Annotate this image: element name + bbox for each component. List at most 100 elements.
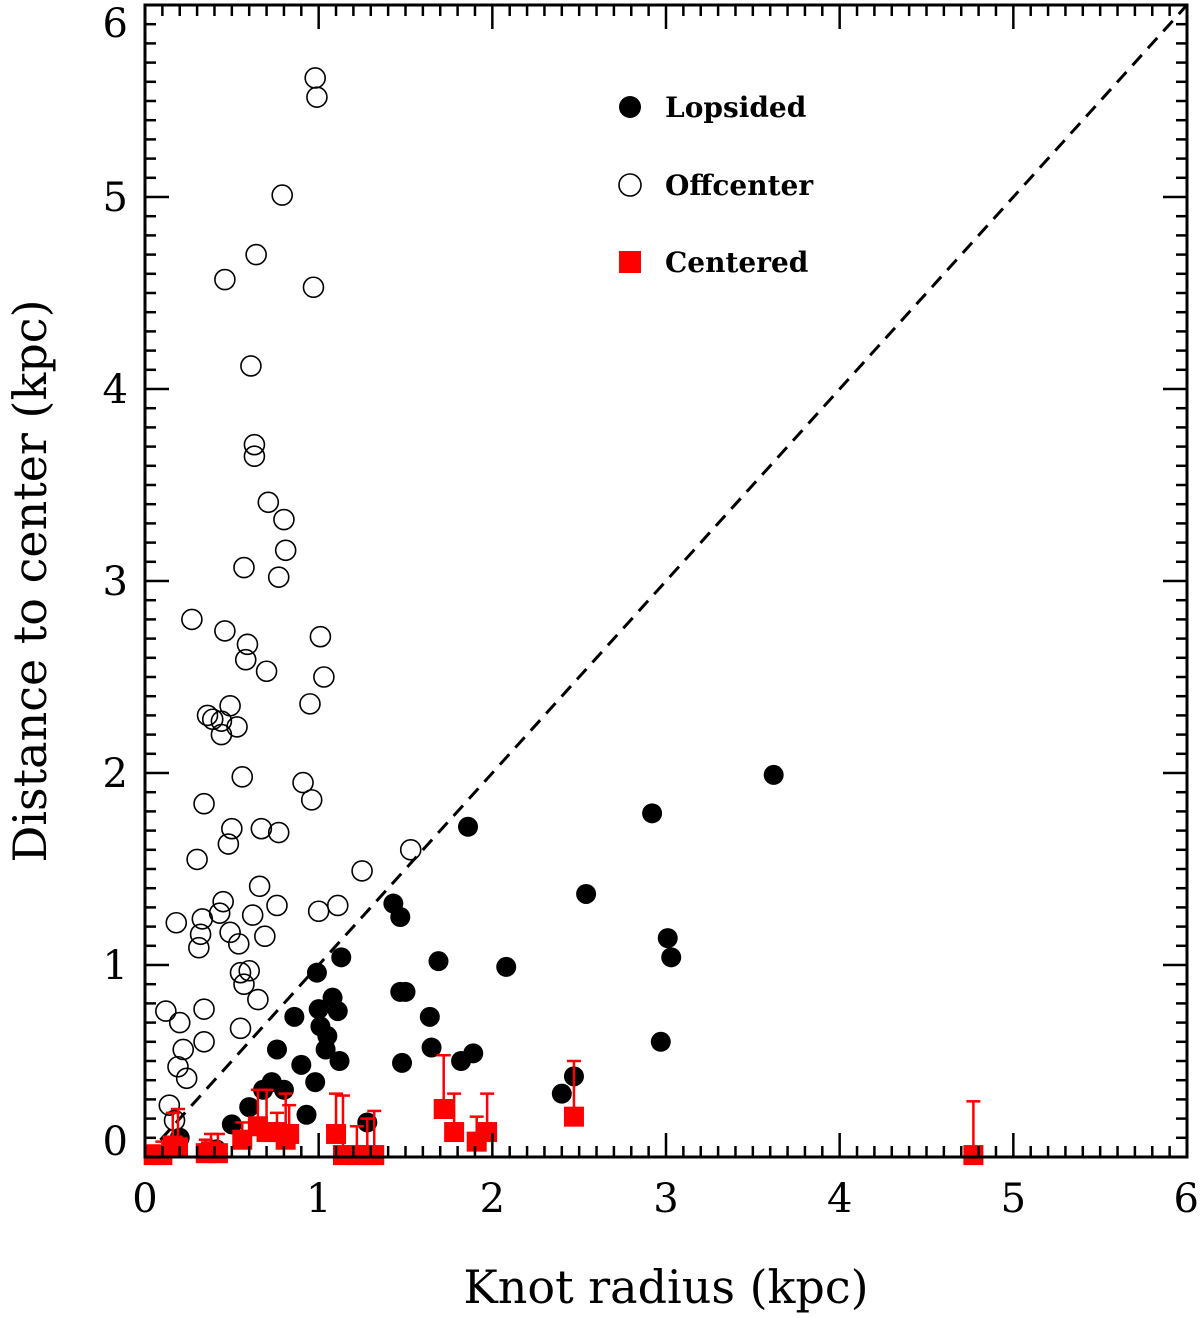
x-tick-label: 4 [827, 1176, 852, 1222]
x-tick-label: 3 [653, 1176, 678, 1222]
lopsided-point [463, 1043, 484, 1064]
y-tick-label: 3 [103, 559, 128, 605]
offcenter-point [307, 900, 330, 923]
offcenter-point [238, 959, 260, 982]
y-tick-label: 4 [103, 367, 128, 413]
tick-layer [143, 3, 1189, 1159]
lopsided-point [763, 764, 784, 785]
y-tick-label: 1 [103, 943, 128, 989]
series-centered [143, 1053, 984, 1166]
offcenter-point [221, 817, 243, 840]
centered-point [433, 1099, 454, 1119]
offcenter-point [254, 925, 276, 948]
centered-point [477, 1122, 498, 1143]
offcenter-point [399, 838, 422, 861]
offcenter-point [255, 660, 278, 683]
legend-offcenter-label: Offcenter [665, 169, 814, 202]
legend-lopsided-marker [619, 96, 641, 118]
x-tick-label: 5 [1001, 1176, 1026, 1222]
lopsided-point [392, 1052, 413, 1073]
x-tick-label: 1 [306, 1176, 331, 1222]
offcenter-point [266, 894, 288, 917]
centered-point [207, 1143, 228, 1164]
y-tick-label: 6 [103, 1, 128, 47]
offcenter-point [267, 566, 290, 588]
offcenter-point [326, 894, 349, 917]
legend-centered-marker [619, 251, 641, 273]
offcenter-point [181, 608, 203, 631]
centered-point [444, 1122, 465, 1143]
offcenter-point [214, 620, 236, 642]
offcenter-point [155, 1000, 177, 1022]
x-tick-label: 2 [480, 1176, 505, 1222]
lopsided-point [221, 1114, 242, 1135]
lopsided-point [306, 962, 327, 983]
legend-lopsided-label: Lopsided [665, 91, 806, 124]
centered-point [563, 1106, 584, 1127]
offcenter-point [193, 792, 215, 815]
offcenter-point [219, 921, 241, 944]
lopsided-point [331, 947, 352, 968]
lopsided-point [650, 1031, 671, 1052]
offcenter-point [351, 860, 373, 882]
offcenter-point [172, 1038, 195, 1061]
lopsided-point [428, 951, 449, 972]
data-layer [143, 67, 984, 1166]
offcenter-point [212, 890, 234, 913]
offcenter-point [226, 716, 248, 738]
y-tick-label: 2 [103, 751, 128, 797]
lopsided-point [329, 1051, 350, 1071]
x-tick-label: 6 [1174, 1176, 1199, 1222]
offcenter-point [189, 923, 212, 946]
offcenter-point [257, 491, 280, 514]
centered-point [963, 1145, 984, 1166]
offcenter-point [193, 998, 215, 1020]
lopsided-point [266, 1039, 287, 1060]
offcenter-point [267, 821, 290, 844]
lopsided-point [327, 1001, 348, 1022]
offcenter-point [233, 556, 255, 579]
offcenter-point [227, 933, 250, 955]
offcenter-point [306, 86, 328, 108]
y-tick-label: 5 [103, 175, 128, 221]
offcenter-point [163, 1109, 186, 1132]
lopsided-point [317, 1026, 338, 1047]
offcenter-point [214, 268, 236, 291]
offcenter-point [243, 445, 266, 468]
legend: Lopsided Offcenter Centered [618, 91, 814, 279]
offcenter-point [309, 625, 332, 648]
offcenter-point [167, 1055, 189, 1078]
offcenter-point [193, 1031, 215, 1053]
centered-point [232, 1129, 253, 1150]
lopsided-point [551, 1083, 572, 1104]
lopsided-point [661, 947, 682, 968]
offcenter-point [233, 973, 255, 996]
lopsided-point [395, 981, 416, 1002]
lopsided-point [239, 1097, 260, 1118]
offcenter-point [175, 1067, 198, 1090]
lopsided-point [273, 1079, 294, 1100]
x-tick-label: 0 [132, 1176, 157, 1222]
lopsided-point [458, 816, 479, 837]
offcenter-point [299, 693, 321, 715]
offcenter-point [304, 67, 326, 89]
offcenter-point [217, 833, 240, 855]
offcenter-point [186, 848, 208, 871]
centered-point [167, 1137, 188, 1158]
offcenter-point [158, 1094, 181, 1116]
y-axis-title: Distance to center (kpc) [3, 299, 57, 862]
lopsided-point [496, 956, 517, 977]
offcenter-point [240, 355, 262, 377]
offcenter-point [292, 771, 314, 794]
offcenter-point [208, 902, 231, 924]
lopsided-point [305, 1072, 326, 1093]
lopsided-point [642, 803, 663, 824]
offcenter-point [229, 1017, 252, 1040]
offcenter-point [274, 539, 297, 562]
legend-centered-label: Centered [665, 246, 808, 279]
series-lopsided [169, 764, 784, 1160]
offcenter-point [247, 988, 269, 1011]
offcenter-point [196, 704, 219, 727]
offcenter-point [300, 789, 323, 811]
